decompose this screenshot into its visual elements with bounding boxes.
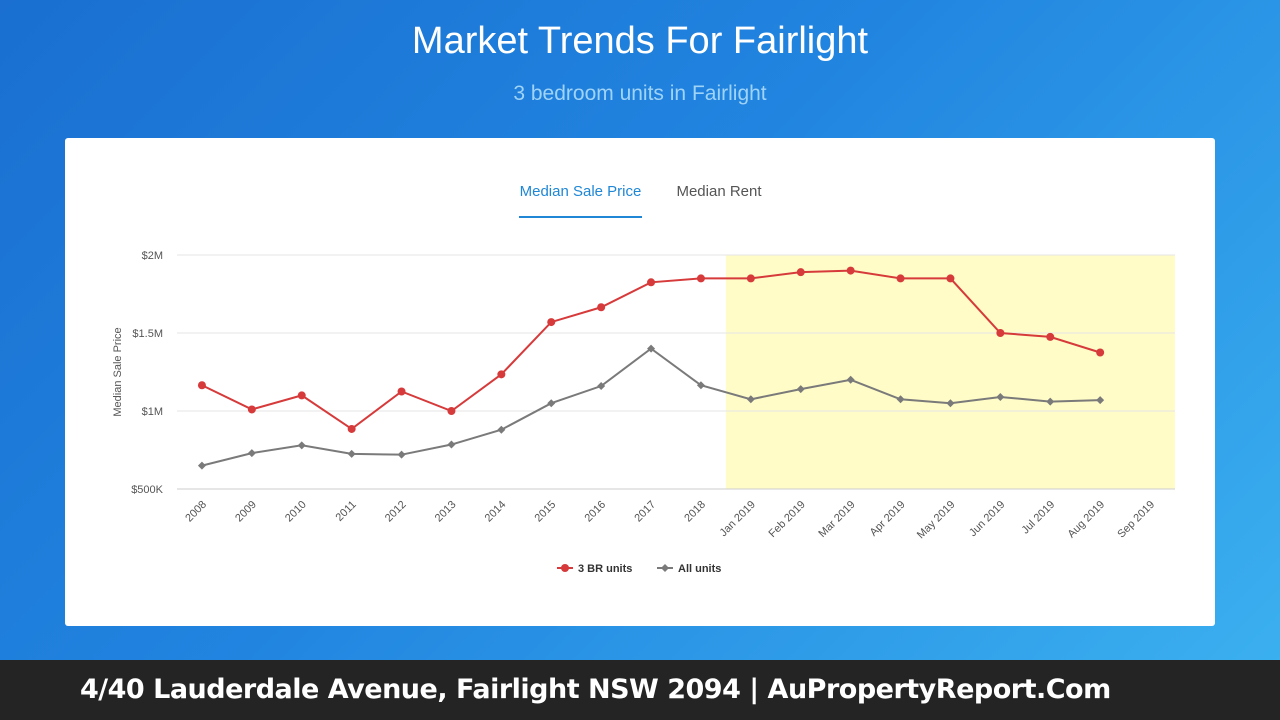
data-point	[547, 399, 556, 408]
data-point	[497, 370, 506, 379]
data-point	[397, 450, 406, 459]
chart-card: Median Sale Price Median Rent $500K $1M $1…	[65, 138, 1215, 626]
data-point	[796, 268, 805, 277]
x-tick-label: 2010	[283, 499, 309, 525]
tab-median-rent[interactable]: Median Rent	[676, 183, 762, 200]
data-point	[647, 278, 656, 287]
x-tick-label: 2018	[682, 499, 708, 525]
data-point	[247, 405, 256, 414]
y-tick-label: $1M	[142, 406, 163, 418]
data-point	[696, 381, 705, 390]
x-tick-label: Feb 2019	[767, 499, 808, 540]
highlight-band	[725, 255, 1175, 489]
data-point	[1046, 332, 1055, 341]
x-tick-label: 2008	[183, 499, 209, 525]
y-axis-label: Median Sale Price	[112, 327, 124, 416]
tab-median-sale-price[interactable]: Median Sale Price	[519, 182, 642, 218]
data-point	[746, 395, 755, 404]
data-point	[297, 391, 306, 400]
legend-label: All units	[678, 563, 721, 575]
data-point	[397, 387, 406, 396]
data-point	[597, 303, 606, 312]
x-tick-label: Sep 2019	[1115, 499, 1157, 541]
x-tick-label: Aug 2019	[1065, 499, 1107, 541]
x-tick-label: Jun 2019	[967, 499, 1007, 539]
data-point	[1096, 348, 1105, 357]
x-tick-label: Jul 2019	[1019, 499, 1057, 537]
data-point	[1096, 396, 1105, 405]
data-point	[597, 382, 606, 391]
data-point	[946, 399, 955, 408]
data-point	[1046, 397, 1055, 406]
data-point	[796, 385, 805, 394]
page-title: Market Trends For Fairlight	[411, 20, 869, 62]
data-point	[846, 266, 855, 275]
data-point	[547, 318, 556, 327]
data-point	[447, 407, 456, 415]
x-tick-label: 2011	[334, 499, 359, 524]
data-point	[896, 274, 905, 283]
data-point	[946, 274, 955, 283]
x-tick-label: 2013	[433, 499, 459, 525]
line-chart: $500K $1M $1.5M $2M Median Sale Price 2008 200…	[112, 250, 1175, 575]
data-point	[347, 424, 356, 433]
x-tick-label: 2012	[383, 499, 409, 525]
page-subtitle: 3 bedroom units in Fairlight	[513, 82, 767, 105]
chart-tabs: Median Sale Price Median Rent	[65, 182, 1215, 218]
data-point	[197, 461, 206, 470]
data-point	[746, 274, 755, 283]
data-point	[197, 381, 206, 390]
data-point	[996, 392, 1005, 401]
data-point	[347, 449, 356, 458]
data-point	[447, 440, 456, 449]
data-point	[497, 425, 506, 434]
legend-marker	[561, 564, 569, 572]
data-point	[996, 329, 1005, 337]
x-tick-label: Apr 2019	[868, 499, 908, 539]
x-tick-label: 2017	[632, 499, 658, 525]
legend-label: 3 BR units	[578, 563, 632, 575]
data-point	[846, 375, 855, 384]
data-point	[247, 449, 256, 458]
x-tick-label: May 2019	[915, 499, 958, 542]
legend-marker	[661, 564, 669, 572]
x-tick-label: Jan 2019	[717, 499, 757, 539]
x-tick-label: 2009	[233, 499, 259, 525]
data-point	[647, 344, 656, 353]
x-tick-label: 2016	[582, 499, 608, 525]
x-tick-label: 2014	[483, 499, 509, 525]
x-tick-label: 2015	[533, 499, 559, 525]
footer-bar: 4/40 Lauderdale Avenue, Fairlight NSW 20…	[0, 660, 1280, 720]
footer-address: 4/40 Lauderdale Avenue, Fairlight NSW 20…	[80, 674, 1111, 705]
x-tick-label: Mar 2019	[816, 499, 857, 540]
y-tick-label: $500K	[131, 484, 163, 496]
data-point	[896, 395, 905, 404]
data-point	[297, 441, 306, 450]
y-tick-label: $2M	[142, 250, 163, 262]
data-point	[696, 274, 705, 283]
y-tick-label: $1.5M	[132, 328, 163, 340]
